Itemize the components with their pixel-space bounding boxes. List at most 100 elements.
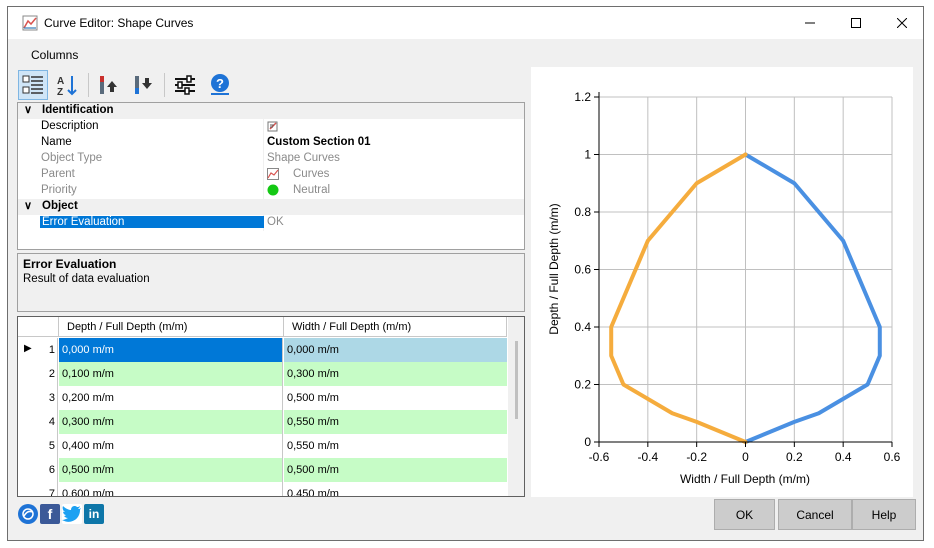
help-icon[interactable]: ? — [205, 70, 235, 100]
table-corner-header — [18, 317, 59, 337]
close-icon[interactable] — [879, 7, 923, 39]
svg-text:Z: Z — [57, 87, 63, 97]
edit-description-icon[interactable] — [267, 120, 279, 135]
scrollbar-thumb[interactable] — [515, 341, 518, 419]
help-button[interactable]: Help — [852, 499, 916, 530]
property-description-panel: Error Evaluation Result of data evaluati… — [17, 253, 525, 312]
series-line-left — [609, 152, 748, 444]
website-icon[interactable] — [18, 504, 38, 524]
priority-status-dot-icon — [267, 184, 279, 199]
y-tick-label: 0.8 — [574, 205, 591, 219]
minimize-icon[interactable] — [787, 7, 833, 39]
row-header[interactable]: 2 — [18, 362, 58, 386]
depth-cell[interactable]: 0,100 m/m — [59, 362, 283, 386]
cancel-button[interactable]: Cancel — [778, 499, 852, 530]
property-error-evaluation[interactable]: Error Evaluation OK — [18, 215, 524, 231]
window-title: Curve Editor: Shape Curves — [44, 16, 194, 30]
depth-cell[interactable]: 0,300 m/m — [59, 410, 283, 434]
property-divider — [263, 103, 264, 231]
settings-sliders-icon[interactable] — [170, 70, 200, 100]
depth-cell[interactable]: 0,400 m/m — [59, 434, 283, 458]
collapse-chevron-icon[interactable]: ∨ — [24, 200, 33, 212]
curve-app-icon — [22, 15, 38, 31]
menu-columns[interactable]: Columns — [31, 48, 79, 62]
row-header[interactable]: ▶ 1 — [18, 338, 58, 362]
current-row-arrow-icon: ▶ — [24, 343, 32, 354]
move-up-icon[interactable] — [94, 70, 124, 100]
width-cell[interactable]: 0,500 m/m — [287, 392, 339, 404]
property-parent: Parent Curves — [18, 167, 524, 183]
width-cell[interactable]: 0,000 m/m — [284, 338, 507, 362]
y-tick-label: 0 — [584, 435, 591, 449]
category-label: Object — [42, 200, 78, 212]
table-row[interactable]: 3 0,200 m/m 0,500 m/m — [18, 386, 507, 410]
depth-cell[interactable]: 0,000 m/m — [59, 338, 283, 362]
twitter-icon[interactable] — [62, 504, 82, 524]
table-row[interactable]: 6 0,500 m/m 0,500 m/m — [18, 458, 507, 482]
social-links: f in — [18, 504, 104, 528]
property-label: Parent — [41, 168, 75, 180]
title-bar[interactable]: Curve Editor: Shape Curves — [8, 7, 923, 39]
column-header-depth[interactable]: Depth / Full Depth (m/m) — [59, 317, 284, 337]
y-tick-label: 0.2 — [574, 378, 591, 392]
series-line-right — [743, 152, 882, 444]
toolbar-separator — [88, 73, 89, 97]
width-cell[interactable]: 0,550 m/m — [284, 410, 507, 434]
data-table: Depth / Full Depth (m/m) Width / Full De… — [17, 316, 525, 497]
shape-chart: -0.6 -0.4 -0.2 0 0.2 0.4 0.600.20.40.60.811.2 … — [547, 90, 901, 486]
property-label: Error Evaluation — [40, 216, 264, 228]
menu-bar: Columns — [8, 43, 913, 66]
collapse-chevron-icon[interactable]: ∨ — [24, 104, 33, 116]
row-header[interactable]: 3 — [18, 386, 58, 410]
x-tick-label: 0.2 — [786, 450, 803, 464]
y-tick-label: 1 — [584, 148, 591, 162]
move-down-icon[interactable] — [129, 70, 159, 100]
x-tick-label: 0.4 — [835, 450, 852, 464]
x-tick-label: 0.6 — [884, 450, 901, 464]
depth-cell[interactable]: 0,500 m/m — [59, 458, 283, 482]
property-value[interactable]: Custom Section 01 — [267, 136, 371, 148]
property-label: Object Type — [41, 152, 103, 164]
property-label: Priority — [41, 184, 77, 196]
table-row[interactable]: ▶ 1 0,000 m/m 0,000 m/m — [18, 338, 507, 362]
linkedin-icon[interactable]: in — [84, 504, 104, 524]
property-value: Shape Curves — [267, 152, 340, 164]
category-identification[interactable]: ∨ Identification — [18, 103, 524, 119]
depth-cell[interactable]: 0,200 m/m — [59, 386, 283, 410]
x-tick-label: -0.6 — [589, 450, 610, 464]
facebook-icon[interactable]: f — [40, 504, 60, 524]
table-vertical-scrollbar[interactable] — [508, 317, 524, 496]
property-description[interactable]: Description — [18, 119, 524, 135]
maximize-icon[interactable] — [833, 7, 879, 39]
depth-cell[interactable]: 0,600 m/m — [59, 482, 283, 496]
column-header-width[interactable]: Width / Full Depth (m/m) — [284, 317, 507, 337]
y-tick-label: 0.6 — [574, 263, 591, 277]
table-row[interactable]: 7 0,600 m/m 0,450 m/m — [18, 482, 507, 497]
categorized-view-icon[interactable] — [18, 70, 48, 100]
width-cell[interactable]: 0,550 m/m — [287, 440, 339, 452]
table-row[interactable]: 5 0,400 m/m 0,550 m/m — [18, 434, 507, 458]
property-value: Curves — [293, 168, 330, 180]
table-row[interactable]: 4 0,300 m/m 0,550 m/m — [18, 410, 507, 434]
property-name[interactable]: Name Custom Section 01 — [18, 135, 524, 151]
row-header[interactable]: 6 — [18, 458, 58, 482]
x-axis-label: Width / Full Depth (m/m) — [680, 472, 810, 486]
property-grid: ∨ Identification Description Name Custom… — [17, 102, 525, 250]
width-cell[interactable]: 0,300 m/m — [284, 362, 507, 386]
table-row[interactable]: 2 0,100 m/m 0,300 m/m — [18, 362, 507, 386]
svg-text:?: ? — [216, 76, 224, 91]
width-cell[interactable]: 0,450 m/m — [287, 488, 339, 497]
category-object[interactable]: ∨ Object — [18, 199, 524, 215]
x-tick-label: -0.4 — [637, 450, 658, 464]
width-cell[interactable]: 0,500 m/m — [284, 458, 507, 482]
row-header[interactable]: 4 — [18, 410, 58, 434]
row-header[interactable]: 7 — [18, 482, 58, 496]
ok-button[interactable]: OK — [714, 499, 775, 530]
sort-alphabetical-icon[interactable]: A Z — [53, 70, 83, 100]
row-header[interactable]: 5 — [18, 434, 58, 458]
property-toolbar: A Z — [16, 67, 230, 101]
shape-chart-panel: -0.6 -0.4 -0.2 0 0.2 0.4 0.6 0 0.2 0.4 0.6 0.8 1 1.2 … — [531, 67, 913, 497]
svg-text:A: A — [57, 76, 64, 87]
y-axis-label: Depth / Full Depth (m/m) — [547, 203, 561, 334]
parent-curves-icon — [267, 168, 279, 183]
